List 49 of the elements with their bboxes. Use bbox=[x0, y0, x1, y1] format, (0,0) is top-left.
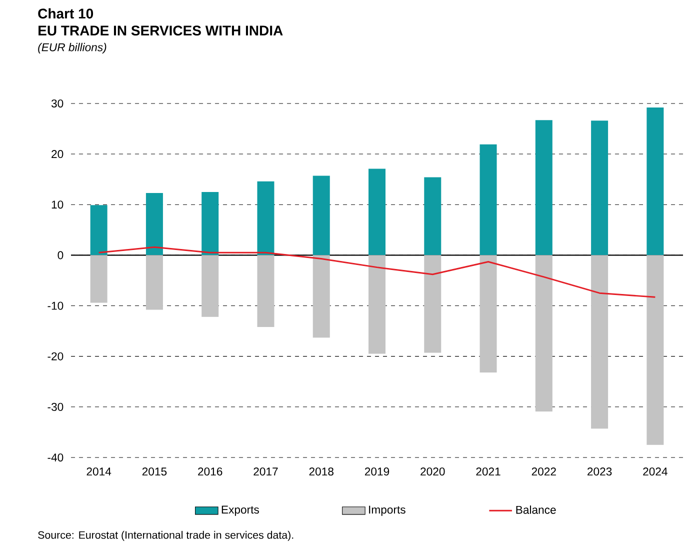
line-series bbox=[98, 246, 656, 298]
bar bbox=[646, 255, 664, 445]
legend-label: Exports bbox=[222, 506, 259, 516]
bar bbox=[90, 205, 108, 256]
x-tick-label: 2021 bbox=[476, 468, 500, 476]
x-tick-label: 2016 bbox=[198, 468, 222, 476]
legend-label: Imports bbox=[369, 506, 406, 516]
chart-title: Chart 10 bbox=[38, 8, 94, 19]
bar bbox=[424, 255, 442, 353]
x-tick-label: 2020 bbox=[420, 468, 445, 476]
bar bbox=[480, 255, 497, 373]
x-tick-label: 2018 bbox=[309, 468, 334, 476]
y-tick-label: 0 bbox=[58, 251, 64, 260]
bar bbox=[591, 120, 608, 256]
bar bbox=[202, 192, 219, 256]
bar bbox=[146, 255, 163, 310]
bar bbox=[312, 176, 330, 256]
bar bbox=[646, 108, 664, 256]
bar bbox=[591, 255, 608, 429]
x-tick-label: 2024 bbox=[643, 468, 668, 476]
bar bbox=[480, 144, 497, 256]
bar bbox=[257, 181, 274, 256]
bar bbox=[257, 255, 274, 327]
bar bbox=[202, 255, 219, 317]
bar bbox=[535, 255, 552, 412]
y-tick-label: 10 bbox=[52, 200, 64, 209]
x-tick-label: 2015 bbox=[142, 468, 167, 476]
y-tick-label: -10 bbox=[48, 302, 64, 310]
bar bbox=[368, 255, 386, 354]
x-tick-label: 2017 bbox=[254, 468, 278, 476]
x-tick-label: 2019 bbox=[364, 468, 390, 476]
bar bbox=[90, 255, 108, 303]
bar bbox=[535, 120, 552, 256]
bar bbox=[146, 192, 163, 256]
y-tick-label: 30 bbox=[51, 99, 64, 108]
y-tick-label: -20 bbox=[48, 352, 64, 360]
x-tick-label: 2014 bbox=[86, 468, 112, 476]
bar bbox=[368, 168, 386, 256]
x-tick-label: 2023 bbox=[588, 468, 612, 476]
source-note: Source: Eurostat (International trade in services data). bbox=[38, 530, 294, 541]
x-tick-label: 2022 bbox=[532, 468, 556, 476]
y-tick-label: 20 bbox=[52, 150, 64, 158]
chart-subtitle: EU TRADE IN SERVICES WITH INDIA bbox=[38, 26, 283, 36]
y-tick-label: -30 bbox=[48, 402, 64, 411]
legend-label: Balance bbox=[516, 506, 556, 514]
bar bbox=[312, 255, 330, 338]
text: (EUR billions) bbox=[38, 42, 106, 54]
bar bbox=[424, 177, 442, 256]
y-tick-label: -40 bbox=[48, 453, 64, 462]
